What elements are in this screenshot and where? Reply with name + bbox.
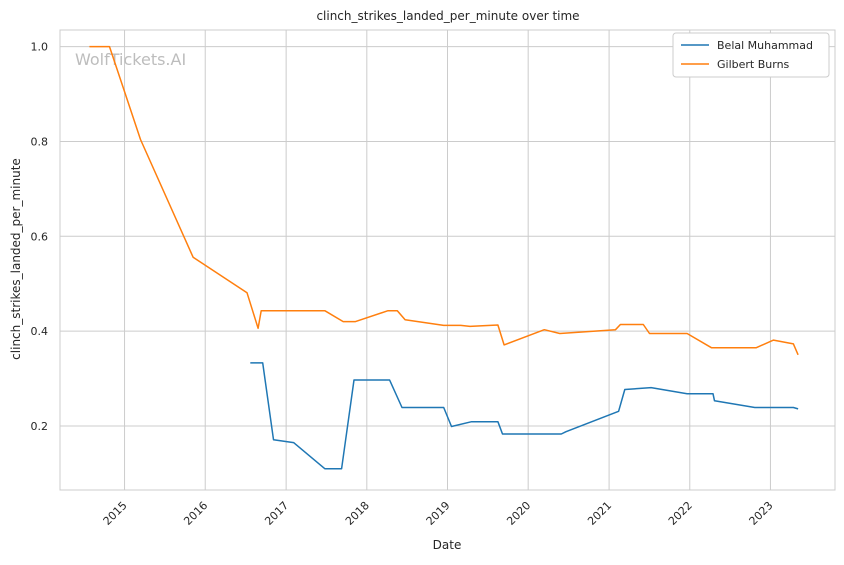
y-tick-label: 0.8	[31, 135, 49, 148]
y-tick-label: 0.4	[31, 325, 49, 338]
y-axis-label: clinch_strikes_landed_per_minute	[9, 158, 23, 360]
series-line-gilbert-burns	[89, 45, 799, 356]
y-tick-label: 0.2	[31, 420, 49, 433]
plot-area-frame	[59, 29, 836, 491]
y-tick-label: 0.6	[31, 230, 49, 243]
legend-label-belal-muhammad: Belal Muhammad	[717, 39, 813, 52]
watermark-text: WolfTickets.AI	[75, 50, 186, 69]
series-lines	[89, 45, 799, 470]
y-axis-ticks: 0.2 0.4 0.6 0.8 1.0	[31, 41, 49, 433]
legend-box	[672, 32, 830, 78]
chart-title: clinch_strikes_landed_per_minute over ti…	[316, 9, 579, 23]
x-axis-label: Date	[433, 538, 462, 552]
legend-label-gilbert-burns: Gilbert Burns	[717, 58, 790, 71]
legend: Belal Muhammad Gilbert Burns	[672, 32, 830, 78]
y-tick-label: 1.0	[31, 41, 49, 54]
series-line-belal-muhammad	[250, 362, 799, 470]
